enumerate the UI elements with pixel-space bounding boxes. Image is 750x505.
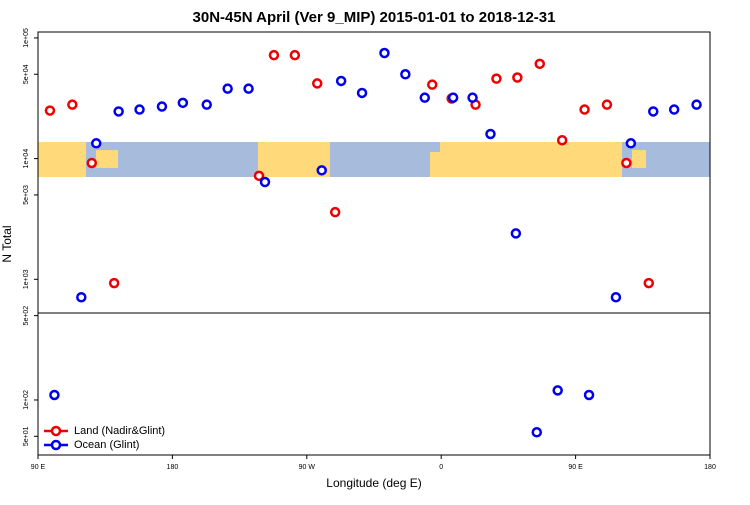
point [67, 99, 78, 110]
point [447, 92, 459, 103]
point [335, 75, 347, 87]
point [312, 78, 323, 89]
x-tick-label: 90 E [568, 464, 583, 471]
point [201, 99, 212, 110]
x-tick-label: 90 W [299, 464, 316, 471]
point [243, 83, 254, 94]
x-tick-label: 0 [439, 464, 443, 471]
map-band [38, 142, 710, 177]
point [113, 106, 124, 117]
point [222, 83, 233, 94]
point [268, 49, 280, 61]
point [610, 291, 622, 303]
y-tick-label: 5e+02 [23, 306, 30, 326]
point [86, 157, 98, 169]
point [552, 385, 563, 396]
point [668, 104, 680, 115]
point [259, 176, 271, 188]
x-tick-label: 90 E [31, 464, 46, 471]
point [512, 72, 523, 83]
x-tick-label: 180 [704, 464, 716, 471]
legend-label: Land (Nadir&Glint) [74, 425, 165, 437]
point [177, 97, 189, 109]
point [356, 87, 368, 99]
y-tick-label: 1e+03 [23, 269, 30, 289]
point [485, 128, 496, 140]
point [316, 165, 327, 176]
x-axis-label: Longitude (deg E) [326, 476, 421, 490]
point [400, 69, 411, 80]
point [621, 157, 632, 169]
chart-title: 30N-45N April (Ver 9_MIP) 2015-01-01 to … [193, 9, 556, 26]
point [329, 206, 341, 218]
y-tick-label: 1e+02 [23, 390, 30, 410]
point [419, 92, 431, 103]
point [534, 58, 546, 70]
point [625, 138, 637, 149]
point [426, 79, 438, 90]
legend-marker [50, 425, 62, 437]
point [289, 49, 301, 61]
x-tick-label: 180 [167, 464, 179, 471]
point [643, 277, 655, 289]
point [108, 277, 120, 289]
point [467, 92, 478, 103]
point [90, 138, 102, 149]
point [691, 99, 702, 110]
point [510, 228, 522, 239]
point [583, 389, 595, 401]
plot-frame [37, 31, 711, 456]
point [556, 134, 568, 146]
y-tick-label: 1e+05 [23, 28, 30, 48]
legend-marker [50, 439, 62, 451]
y-tick-label: 5e+03 [23, 185, 30, 205]
point [44, 105, 56, 116]
point [491, 73, 502, 84]
point [49, 389, 60, 401]
point [134, 104, 145, 115]
point [156, 101, 168, 112]
point [601, 99, 613, 110]
y-axis-label: N Total [0, 225, 14, 262]
y-tick-label: 5e+01 [23, 426, 30, 446]
point [531, 427, 543, 438]
point [253, 170, 265, 182]
y-tick-label: 5e+04 [23, 64, 30, 84]
legend-label: Ocean (Glint) [74, 439, 139, 451]
point [76, 291, 87, 303]
y-tick-label: 1e+04 [23, 149, 30, 169]
point [648, 106, 659, 117]
point [379, 47, 390, 59]
point [579, 104, 590, 115]
